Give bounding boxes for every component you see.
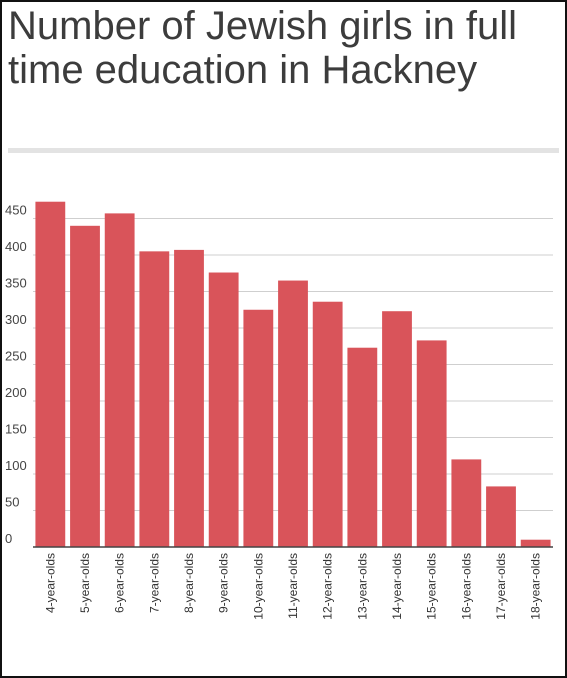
chart-title: Number of Jewish girls in full time educ… [8,4,518,92]
x-tick-label: 6-year-olds [113,553,127,613]
bar-17-year-olds [486,486,516,547]
x-tick-label: 15-year-olds [425,553,439,620]
x-tick-label: 8-year-olds [182,553,196,613]
bar-9-year-olds [208,272,239,547]
y-axis-ticks: 0 50 100 150 200 250 300 350 400 450 [5,203,27,547]
bar-10-year-olds [243,309,274,547]
y-tick-label: 50 [5,495,19,510]
x-tick-label: 7-year-olds [147,553,161,613]
y-tick-label: 0 [5,531,12,546]
bar-16-year-olds [451,459,482,547]
bar-13-year-olds [347,347,378,547]
bar-5-year-olds [70,225,100,548]
x-tick-label: 4-year-olds [43,553,57,613]
bar-4-year-olds [35,201,66,547]
title-divider [8,148,559,153]
y-tick-label: 300 [5,312,27,327]
y-tick-label: 200 [5,385,27,400]
bar-15-year-olds [416,340,447,547]
bar-8-year-olds [174,249,204,547]
bar-12-year-olds [312,301,343,547]
bars [35,201,551,548]
y-tick-label: 450 [5,203,27,218]
y-tick-label: 350 [5,276,27,291]
x-tick-label: 14-year-olds [390,553,404,620]
x-tick-label: 11-year-olds [286,553,300,619]
bar-11-year-olds [278,280,308,547]
bar-6-year-olds [104,213,135,547]
y-tick-label: 400 [5,239,27,254]
x-tick-label: 16-year-olds [459,553,473,620]
x-axis-labels: 4-year-olds 5-year-olds 6-year-olds 7-year-… [43,553,542,620]
x-tick-label: 17-year-olds [494,553,508,620]
bar-18-year-olds [520,539,551,547]
x-tick-label: 18-year-olds [529,553,543,620]
x-tick-label: 5-year-olds [78,553,92,613]
y-tick-label: 250 [5,349,27,364]
x-tick-label: 10-year-olds [251,553,265,620]
y-tick-label: 150 [5,422,27,437]
x-tick-label: 9-year-olds [217,553,231,613]
y-tick-label: 100 [5,458,27,473]
bar-7-year-olds [139,251,170,547]
x-tick-label: 12-year-olds [321,553,335,620]
bar-14-year-olds [382,311,412,547]
x-tick-label: 13-year-olds [355,553,369,620]
